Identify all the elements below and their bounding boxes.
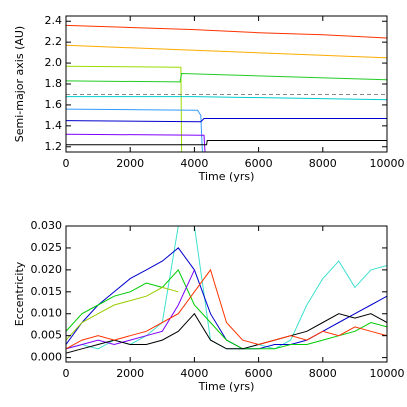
y-tick-label: 0.015 <box>31 285 63 298</box>
x-tick-label: 8000 <box>309 367 337 380</box>
y-tick-label: 0.005 <box>31 329 63 342</box>
series-line <box>66 65 183 152</box>
series-line <box>66 96 387 101</box>
y-tick-label: 1.2 <box>45 140 63 153</box>
series-line <box>66 44 387 59</box>
series-line <box>66 268 387 350</box>
x-tick-label: 2000 <box>116 157 144 170</box>
y-tick-label: 2.4 <box>45 14 63 27</box>
plot-frame <box>65 225 388 363</box>
y-tick-label: 0.010 <box>31 307 63 320</box>
x-axis-label: Time (yrs) <box>198 380 255 393</box>
series-line <box>66 72 387 83</box>
series-line <box>66 312 387 354</box>
x-tick-label: 2000 <box>116 367 144 380</box>
x-axis-label: Time (yrs) <box>198 170 255 183</box>
x-tick-label: 0 <box>63 367 70 380</box>
y-axis-label: Eccentricity <box>13 261 26 326</box>
y-tick-label: 1.4 <box>45 119 63 132</box>
y-tick-label: 0.000 <box>31 351 63 364</box>
series-line <box>66 247 387 350</box>
y-tick-label: 2.2 <box>45 35 63 48</box>
series-line <box>66 226 387 350</box>
x-tick-label: 10000 <box>370 367 405 380</box>
series-line <box>66 24 387 39</box>
series-line <box>66 269 387 350</box>
x-tick-label: 6000 <box>245 367 273 380</box>
series-line <box>66 286 179 341</box>
y-tick-label: 0.020 <box>31 263 63 276</box>
x-tick-label: 10000 <box>370 157 405 170</box>
y-tick-label: 0.025 <box>31 241 63 254</box>
series-line <box>66 269 195 350</box>
x-tick-label: 0 <box>63 157 70 170</box>
series-line <box>66 108 203 152</box>
series-line <box>66 118 387 123</box>
plot-frame <box>65 15 388 153</box>
series-line <box>66 133 206 152</box>
y-axis-label: Semi-major axis (AU) <box>13 26 26 142</box>
y-tick-label: 1.8 <box>45 77 63 90</box>
y-tick-label: 2.0 <box>45 56 63 69</box>
x-tick-label: 4000 <box>180 157 208 170</box>
y-tick-label: 0.030 <box>31 219 63 232</box>
x-tick-label: 6000 <box>245 157 273 170</box>
y-tick-label: 1.6 <box>45 98 63 111</box>
series-line <box>66 140 387 146</box>
x-tick-label: 8000 <box>309 157 337 170</box>
x-tick-label: 4000 <box>180 367 208 380</box>
